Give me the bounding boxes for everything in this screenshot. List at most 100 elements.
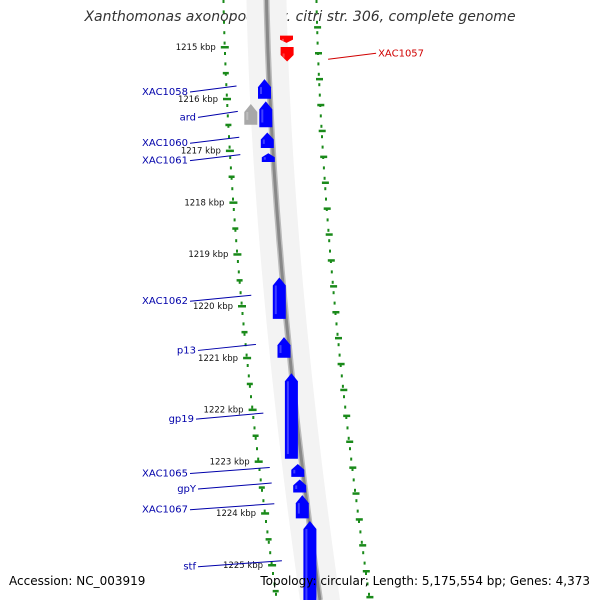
ruler-tick-label: 1222 kbp	[204, 406, 244, 416]
inner-ring-dot	[240, 301, 243, 305]
gene-label: XAC1065	[142, 468, 188, 479]
ruler-tick-label: 1223 kbp	[210, 457, 250, 467]
outer-ring-dot	[368, 592, 370, 596]
outer-ring-tick	[359, 544, 367, 547]
outer-ring-dot	[331, 280, 334, 284]
gene-highlight	[282, 53, 285, 58]
inner-ring-dot	[259, 478, 262, 482]
outer-ring-dot	[323, 176, 326, 180]
gene-label-leader	[189, 503, 275, 511]
inner-ring-dot	[228, 145, 231, 149]
feature-lane	[246, 0, 341, 600]
outer-ring-tick	[327, 259, 335, 262]
gene-label: stf	[183, 562, 196, 573]
inner-ring-dot	[261, 488, 263, 492]
gene-label: XAC1057	[378, 48, 424, 59]
outer-ring-tick	[332, 311, 340, 314]
ruler-tick-label: 1216 kbp	[178, 95, 218, 105]
outer-ring-dot	[316, 20, 318, 24]
gene-highlight	[246, 112, 249, 120]
outer-ring-dot	[315, 0, 318, 3]
outer-ring-dot	[322, 166, 325, 170]
gene-label-leader	[189, 294, 252, 302]
outer-ring-dot	[356, 509, 359, 513]
genes-group	[244, 35, 317, 600]
inner-ring-dot	[224, 62, 227, 66]
inner-ring-dot	[239, 291, 242, 295]
outer-ring-dot	[333, 301, 336, 305]
inner-ring-dot	[266, 530, 269, 534]
inner-ring-dot	[231, 187, 234, 191]
outer-ring-dot	[328, 239, 331, 243]
ruler-minor-tick	[252, 434, 259, 437]
outer-ring-dot	[335, 322, 338, 326]
gene-label: XAC1058	[142, 87, 188, 98]
gene-p13	[277, 337, 291, 358]
inner-ring-dot	[225, 93, 228, 97]
outer-ring-dot	[324, 187, 327, 191]
outer-ring-dot	[327, 228, 330, 232]
outer-ring-dot	[318, 93, 321, 97]
inner-ring-dot	[241, 312, 244, 315]
gene-highlight	[286, 381, 289, 454]
inner-ring-dot	[258, 468, 261, 471]
inner-ring-dot	[238, 280, 241, 284]
inner-ring-dot	[230, 176, 233, 180]
outer-ring-tick	[362, 570, 370, 573]
inner-ring-dot	[223, 20, 225, 24]
inner-ring-dot	[228, 135, 230, 139]
gene-label-leader	[195, 412, 264, 420]
outer-ring-dot	[326, 218, 329, 222]
gene-label-leader	[189, 85, 237, 93]
gene-label: XAC1067	[142, 505, 188, 516]
ruler-tick-label: 1217 kbp	[181, 147, 221, 157]
outer-ring-tick	[323, 207, 331, 210]
ruler-tick	[220, 46, 229, 49]
outer-ring-dot	[346, 426, 349, 430]
outer-ring-dot	[362, 551, 365, 555]
gene-xac1058	[258, 79, 271, 99]
outer-ring-dot	[337, 343, 340, 347]
inner-ring-dot	[269, 551, 272, 555]
gene-xac1057	[280, 47, 294, 62]
gene-xac1067	[295, 495, 309, 519]
inner-ring-dot	[247, 374, 250, 378]
inner-ring-dot	[226, 104, 229, 107]
outer-ring-dot	[359, 530, 362, 534]
outer-ring-dot	[317, 72, 320, 76]
gene-highlight	[297, 503, 300, 514]
inner-ring-dot	[243, 332, 246, 336]
ruler-minor-tick	[236, 279, 243, 282]
inner-ring-dot	[226, 114, 229, 118]
ruler-minor-tick	[225, 123, 232, 127]
inner-ring-dot	[236, 249, 238, 253]
outer-ring-dot	[318, 83, 321, 87]
inner-ring-dot	[263, 509, 266, 513]
inner-ring-dot	[232, 208, 235, 211]
ruler-tick-label: 1225 kbp	[223, 561, 263, 571]
gene-highlight	[261, 109, 264, 123]
inner-ring-dot	[223, 31, 226, 35]
gene-highlight	[274, 285, 277, 315]
gene-highlight	[279, 345, 282, 353]
outer-ring-dot	[340, 374, 343, 378]
ruler-tick	[268, 564, 277, 567]
inner-ring-dot	[256, 447, 258, 451]
gene-highlight	[282, 38, 284, 41]
ruler-tick	[223, 97, 231, 101]
inner-ring-dot	[229, 166, 232, 170]
inner-ring-dot	[236, 260, 239, 263]
outer-ring-dot	[316, 31, 319, 35]
ruler-ticks-group: 1215 kbp 1216 kbp 1217 kbp 1218 kbp 1219 kbp…	[176, 26, 374, 599]
gene-gp19	[284, 373, 298, 459]
gene-xac1065	[291, 464, 305, 477]
inner-ring-dot	[233, 218, 236, 222]
outer-ring-dot	[332, 291, 335, 295]
outer-ring-dot	[350, 457, 353, 461]
gene-label-leader	[189, 136, 240, 144]
inner-ring-dot	[225, 83, 228, 87]
inner-ring-dot	[227, 124, 230, 128]
gene-unnamed	[244, 104, 258, 125]
ruler-minor-tick	[258, 486, 265, 489]
outer-ring-dot	[329, 249, 331, 253]
